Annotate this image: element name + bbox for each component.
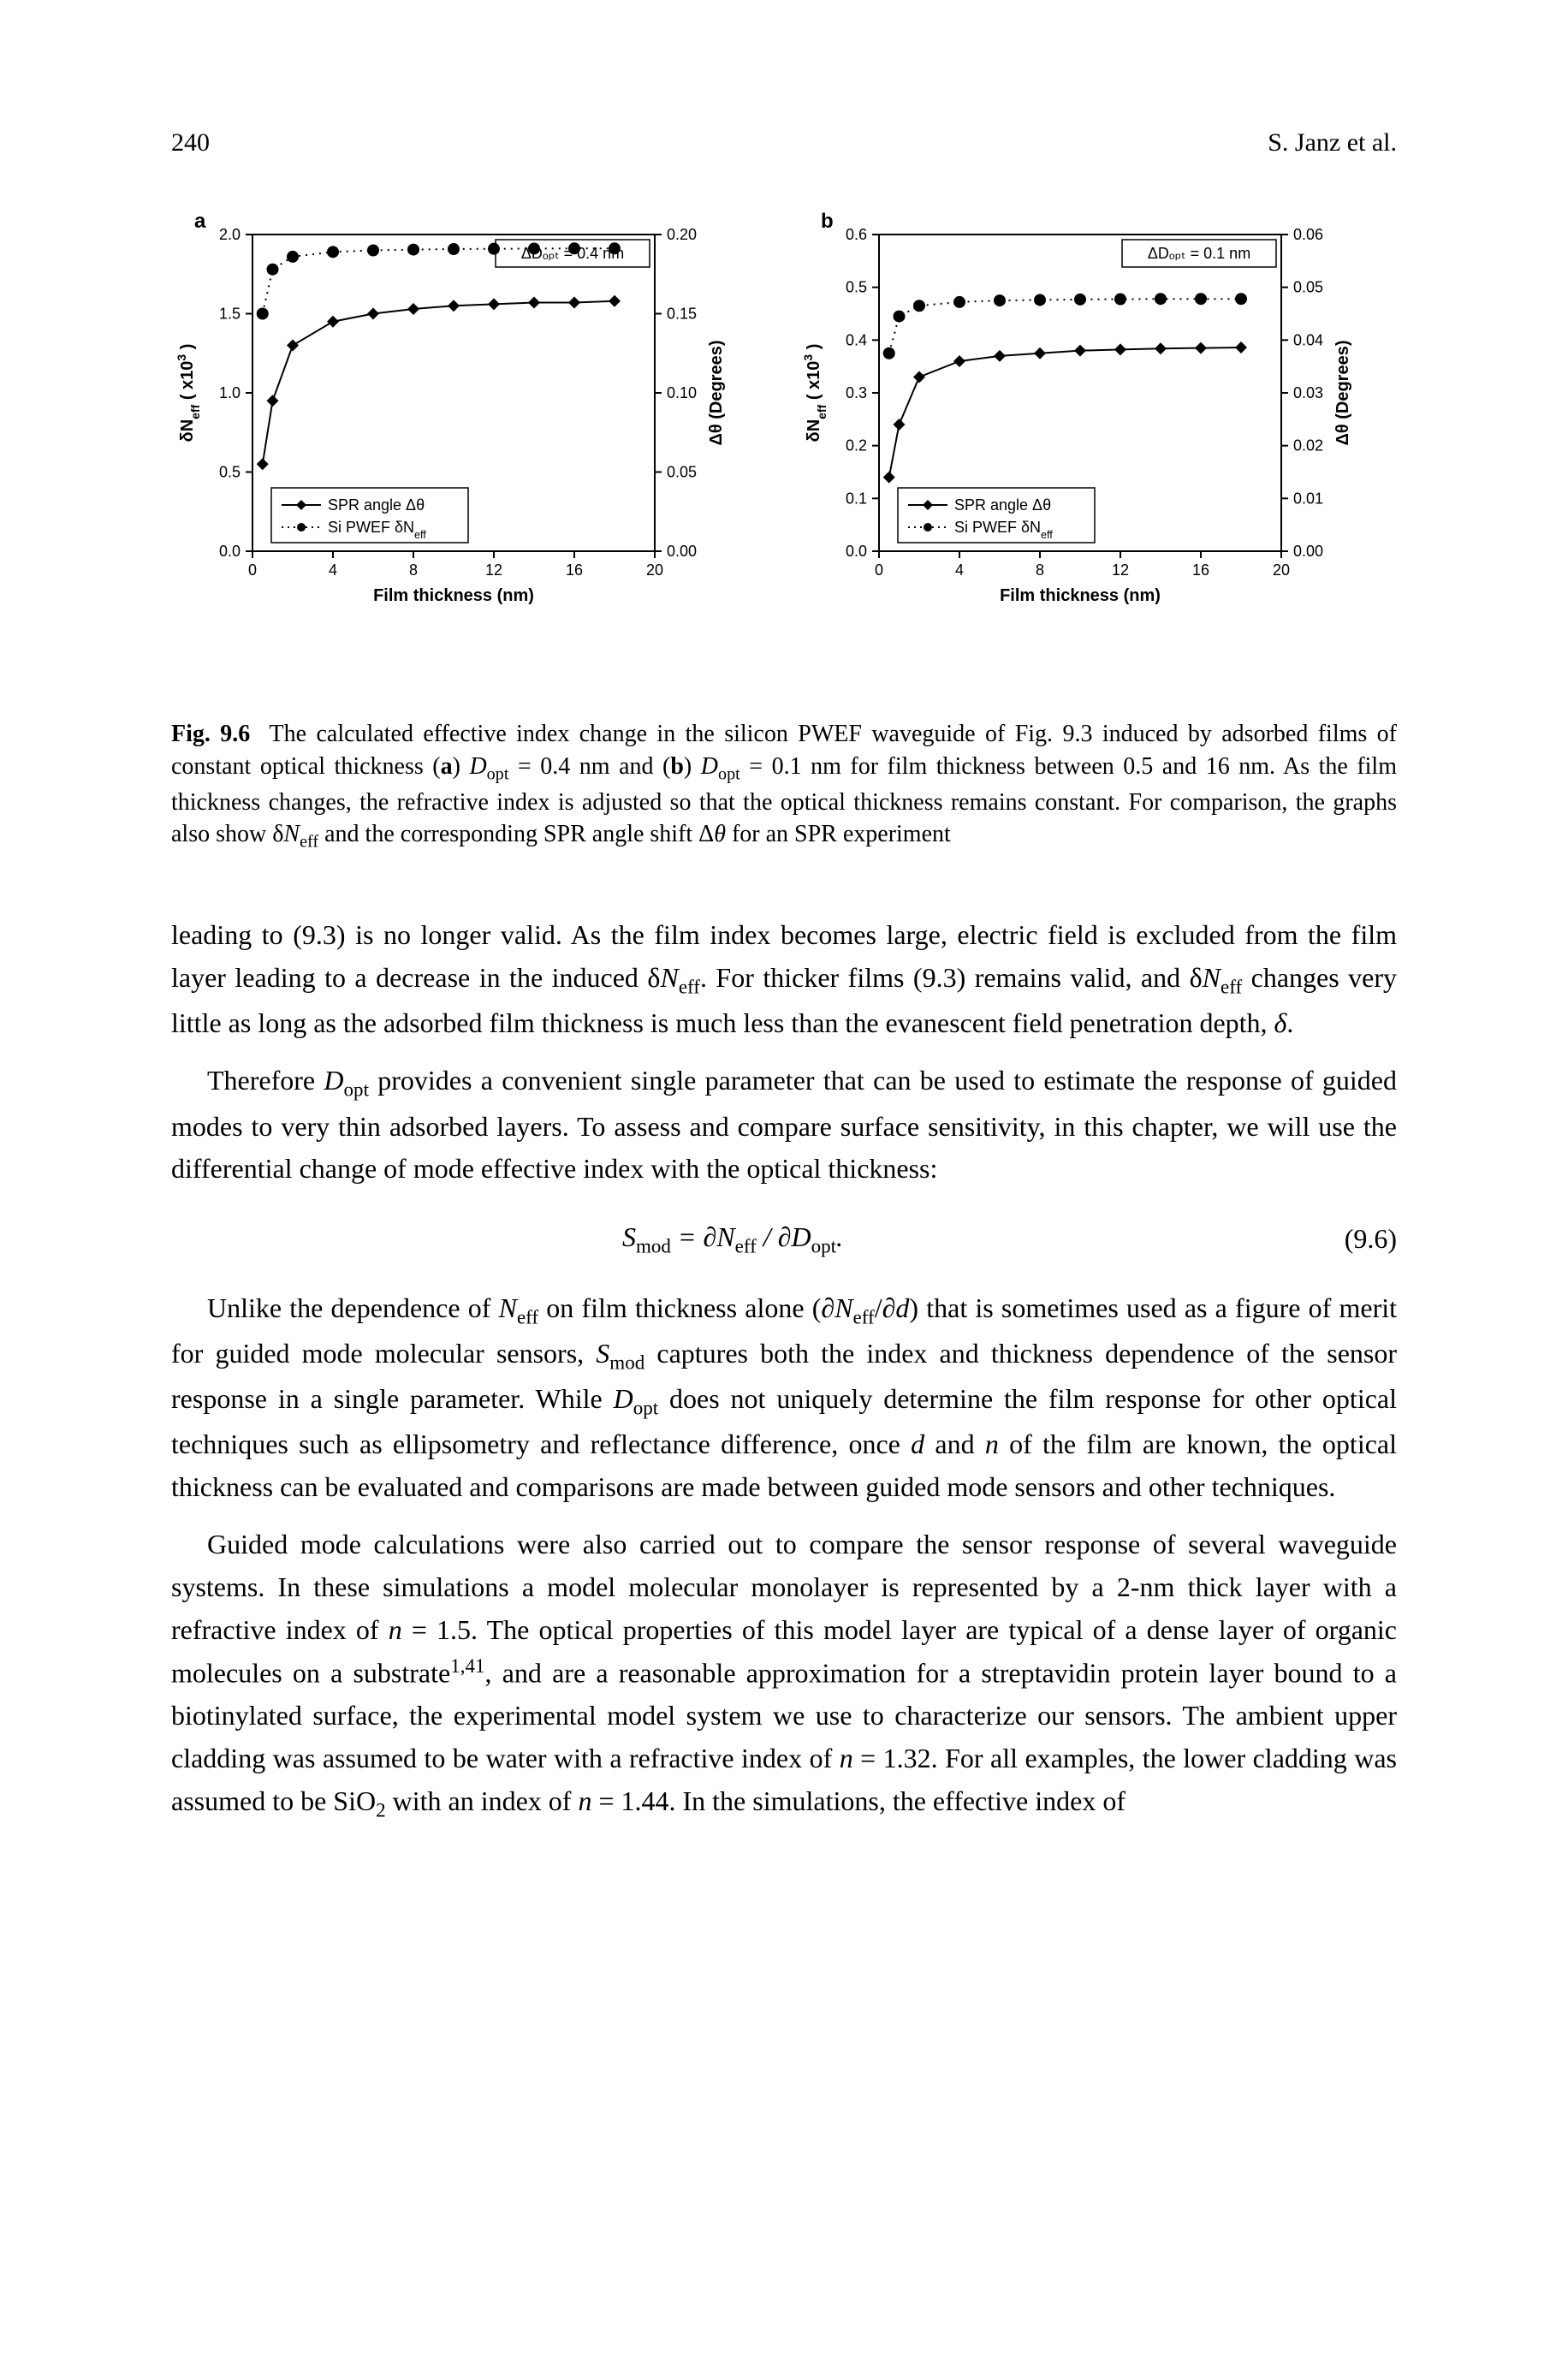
svg-text:0.2: 0.2 [846, 437, 867, 454]
svg-text:4: 4 [329, 561, 337, 579]
figure-caption: Fig. 9.6 The calculated effective index … [171, 718, 1397, 854]
svg-text:0.03: 0.03 [1293, 384, 1323, 401]
svg-text:0: 0 [875, 561, 883, 579]
svg-text:0.0: 0.0 [846, 543, 867, 560]
svg-text:0.05: 0.05 [1293, 279, 1323, 296]
svg-text:0.10: 0.10 [667, 384, 697, 401]
svg-text:0.3: 0.3 [846, 384, 867, 401]
svg-text:SPR angle Δθ: SPR angle Δθ [954, 496, 1051, 514]
svg-text:0.02: 0.02 [1293, 437, 1323, 454]
paragraph-1: leading to (9.3) is no longer valid. As … [171, 914, 1397, 1044]
page-header: 240 S. Janz et al. [171, 128, 1397, 157]
svg-text:2.0: 2.0 [219, 226, 241, 243]
svg-text:1.5: 1.5 [219, 306, 241, 323]
svg-text:0: 0 [248, 561, 257, 579]
svg-text:ΔDₒₚₜ = 0.1 nm: ΔDₒₚₜ = 0.1 nm [1148, 245, 1250, 262]
svg-text:0.0: 0.0 [219, 543, 241, 560]
paragraph-3: Unlike the dependence of Neff on film th… [171, 1287, 1397, 1509]
svg-text:0.15: 0.15 [667, 306, 697, 323]
svg-text:0.00: 0.00 [667, 543, 697, 560]
svg-text:0.05: 0.05 [667, 464, 697, 481]
svg-text:16: 16 [1192, 561, 1209, 579]
svg-text:8: 8 [1036, 561, 1044, 579]
chart-b: b 0 4 8 12 16 20 Film thickness (nm) 0.0 0.1 0.2 0.… [798, 209, 1397, 684]
svg-text:0.00: 0.00 [1293, 543, 1323, 560]
svg-text:0.20: 0.20 [667, 226, 697, 243]
svg-text:Film thickness (nm): Film thickness (nm) [1000, 586, 1161, 605]
svg-text:δNeff ( x103 ): δNeff ( x103 ) [175, 344, 202, 443]
caption-lead: Fig. 9.6 [171, 721, 250, 747]
svg-text:Film thickness (nm): Film thickness (nm) [373, 586, 534, 605]
svg-text:8: 8 [409, 561, 418, 579]
figure-row: a 0 4 8 12 16 20 Film thickness (nm) 0.0 0.5 1.0 1.… [171, 209, 1397, 684]
svg-text:1.0: 1.0 [219, 384, 241, 401]
svg-text:b: b [821, 210, 834, 233]
svg-text:a: a [194, 210, 206, 233]
svg-text:16: 16 [566, 561, 583, 579]
svg-text:0.04: 0.04 [1293, 331, 1323, 348]
svg-text:0.1: 0.1 [846, 490, 867, 507]
svg-text:12: 12 [1112, 561, 1129, 579]
svg-text:0.5: 0.5 [846, 279, 867, 296]
page: 240 S. Janz et al. a 0 4 8 12 16 20 Film thickn… [0, 0, 1568, 2376]
equation-expression: Smod = ∂Neff / ∂Dopt. [171, 1216, 1294, 1262]
body-text: leading to (9.3) is no longer valid. As … [171, 914, 1397, 1826]
svg-text:0.4: 0.4 [846, 331, 867, 348]
svg-text:δNeff ( x103 ): δNeff ( x103 ) [801, 344, 829, 443]
svg-text:0.01: 0.01 [1293, 490, 1323, 507]
chart-a: a 0 4 8 12 16 20 Film thickness (nm) 0.0 0.5 1.0 1.… [171, 209, 770, 684]
svg-text:Δθ (Degrees): Δθ (Degrees) [1333, 341, 1352, 446]
running-head: S. Janz et al. [1268, 128, 1397, 157]
svg-text:0.5: 0.5 [219, 464, 241, 481]
svg-text:Δθ (Degrees): Δθ (Degrees) [707, 341, 726, 446]
equation-number: (9.6) [1294, 1218, 1397, 1261]
svg-text:4: 4 [955, 561, 964, 579]
svg-text:SPR angle Δθ: SPR angle Δθ [328, 496, 425, 514]
equation-9-6: Smod = ∂Neff / ∂Dopt. (9.6) [171, 1216, 1397, 1262]
paragraph-2: Therefore Dopt provides a convenient sin… [171, 1060, 1397, 1190]
svg-text:0.6: 0.6 [846, 226, 867, 243]
svg-text:12: 12 [485, 561, 502, 579]
paragraph-4: Guided mode calculations were also carri… [171, 1524, 1397, 1825]
page-number: 240 [171, 128, 210, 157]
svg-text:0.06: 0.06 [1293, 226, 1323, 243]
svg-text:20: 20 [1273, 561, 1290, 579]
svg-text:20: 20 [646, 561, 663, 579]
